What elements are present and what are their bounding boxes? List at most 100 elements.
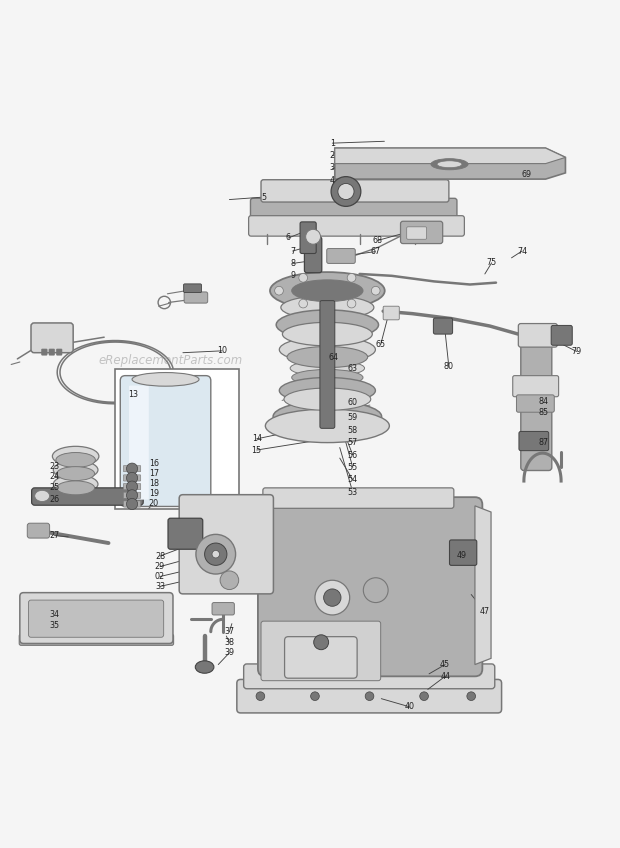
Text: 65: 65 bbox=[376, 340, 386, 349]
FancyBboxPatch shape bbox=[521, 331, 552, 471]
FancyBboxPatch shape bbox=[300, 222, 316, 254]
FancyBboxPatch shape bbox=[115, 370, 239, 509]
Ellipse shape bbox=[292, 370, 363, 386]
Ellipse shape bbox=[279, 337, 376, 363]
Circle shape bbox=[315, 580, 350, 615]
FancyBboxPatch shape bbox=[383, 306, 399, 320]
Text: 14: 14 bbox=[252, 434, 262, 444]
FancyBboxPatch shape bbox=[513, 376, 559, 397]
FancyBboxPatch shape bbox=[31, 323, 73, 353]
FancyBboxPatch shape bbox=[179, 494, 273, 594]
FancyBboxPatch shape bbox=[263, 488, 454, 508]
Text: 8: 8 bbox=[290, 259, 295, 268]
FancyBboxPatch shape bbox=[327, 248, 355, 264]
Text: 60: 60 bbox=[348, 399, 358, 407]
Text: eReplacementParts.com: eReplacementParts.com bbox=[99, 354, 242, 366]
Text: 4: 4 bbox=[330, 176, 335, 185]
Ellipse shape bbox=[53, 460, 98, 479]
Ellipse shape bbox=[284, 388, 371, 410]
FancyBboxPatch shape bbox=[123, 483, 141, 490]
Text: 79: 79 bbox=[572, 347, 582, 356]
FancyBboxPatch shape bbox=[29, 600, 164, 638]
FancyBboxPatch shape bbox=[450, 540, 477, 566]
Text: 75: 75 bbox=[487, 259, 497, 267]
Circle shape bbox=[365, 692, 374, 700]
Text: 55: 55 bbox=[348, 463, 358, 471]
Circle shape bbox=[126, 472, 138, 483]
FancyBboxPatch shape bbox=[237, 679, 502, 713]
FancyBboxPatch shape bbox=[212, 603, 234, 615]
Circle shape bbox=[314, 635, 329, 650]
Text: 1: 1 bbox=[330, 138, 335, 148]
Text: 69: 69 bbox=[522, 170, 532, 179]
Circle shape bbox=[126, 499, 138, 510]
Circle shape bbox=[299, 273, 308, 282]
Text: 13: 13 bbox=[128, 390, 138, 399]
Ellipse shape bbox=[56, 466, 95, 481]
Ellipse shape bbox=[292, 280, 363, 302]
Text: 74: 74 bbox=[517, 247, 527, 255]
FancyBboxPatch shape bbox=[519, 432, 549, 450]
Circle shape bbox=[311, 692, 319, 700]
Text: 87: 87 bbox=[538, 438, 548, 447]
Text: 57: 57 bbox=[348, 438, 358, 447]
Text: 84: 84 bbox=[538, 397, 548, 405]
Ellipse shape bbox=[277, 310, 378, 340]
Ellipse shape bbox=[56, 481, 95, 495]
Circle shape bbox=[306, 229, 321, 244]
FancyBboxPatch shape bbox=[27, 523, 50, 538]
FancyBboxPatch shape bbox=[261, 180, 449, 202]
FancyBboxPatch shape bbox=[401, 221, 443, 243]
Text: 45: 45 bbox=[440, 660, 450, 669]
Text: 24: 24 bbox=[50, 472, 60, 481]
FancyBboxPatch shape bbox=[129, 386, 149, 499]
FancyBboxPatch shape bbox=[123, 492, 141, 499]
Text: 9: 9 bbox=[290, 271, 295, 281]
Ellipse shape bbox=[132, 372, 199, 386]
Ellipse shape bbox=[279, 377, 376, 404]
FancyBboxPatch shape bbox=[20, 593, 173, 644]
Text: 58: 58 bbox=[348, 426, 358, 435]
Text: 27: 27 bbox=[50, 531, 60, 540]
FancyBboxPatch shape bbox=[249, 215, 464, 236]
Circle shape bbox=[347, 273, 356, 282]
Circle shape bbox=[256, 692, 265, 700]
Text: 6: 6 bbox=[286, 233, 291, 243]
Text: 38: 38 bbox=[224, 638, 234, 647]
Text: 18: 18 bbox=[149, 479, 159, 488]
Circle shape bbox=[205, 543, 227, 566]
Text: 59: 59 bbox=[348, 413, 358, 421]
Text: 54: 54 bbox=[348, 475, 358, 484]
Circle shape bbox=[371, 287, 380, 295]
Ellipse shape bbox=[56, 453, 95, 467]
Text: 47: 47 bbox=[480, 606, 490, 616]
Text: 5: 5 bbox=[261, 192, 266, 202]
Ellipse shape bbox=[283, 322, 372, 346]
Text: 7: 7 bbox=[290, 247, 295, 255]
Text: 25: 25 bbox=[50, 483, 60, 493]
Text: 34: 34 bbox=[50, 611, 60, 619]
FancyBboxPatch shape bbox=[42, 349, 47, 355]
Text: 33: 33 bbox=[155, 582, 165, 591]
Ellipse shape bbox=[53, 475, 98, 494]
FancyBboxPatch shape bbox=[258, 497, 482, 677]
Text: 49: 49 bbox=[457, 551, 467, 560]
FancyBboxPatch shape bbox=[123, 475, 141, 481]
FancyBboxPatch shape bbox=[250, 198, 457, 219]
Text: 39: 39 bbox=[224, 648, 234, 657]
FancyBboxPatch shape bbox=[56, 349, 62, 355]
Ellipse shape bbox=[281, 296, 374, 319]
Text: 16: 16 bbox=[149, 459, 159, 467]
FancyBboxPatch shape bbox=[433, 318, 453, 334]
FancyBboxPatch shape bbox=[518, 324, 557, 347]
Text: 20: 20 bbox=[149, 499, 159, 508]
Text: 63: 63 bbox=[348, 365, 358, 373]
Text: 15: 15 bbox=[252, 445, 262, 455]
Text: 53: 53 bbox=[348, 488, 358, 497]
FancyBboxPatch shape bbox=[32, 488, 143, 505]
Ellipse shape bbox=[265, 409, 389, 443]
Circle shape bbox=[220, 571, 239, 589]
Text: 10: 10 bbox=[217, 346, 227, 355]
Text: 17: 17 bbox=[149, 469, 159, 478]
Text: 64: 64 bbox=[329, 353, 339, 362]
